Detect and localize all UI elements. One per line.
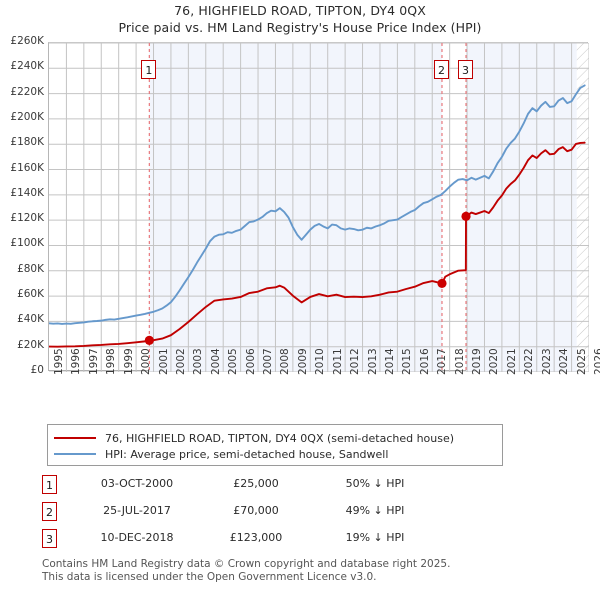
x-axis-tick-label: 2000 [140, 348, 153, 375]
callout-box-2: 2 [433, 60, 449, 79]
legend-label-hpi: HPI: Average price, semi-detached house,… [105, 447, 389, 461]
callout-box-1: 1 [141, 60, 157, 79]
shaded-period-bands [149, 43, 577, 372]
footer-attribution: Contains HM Land Registry data © Crown c… [42, 558, 562, 583]
y-axis-tick-label: £140K [10, 186, 44, 199]
transaction-hpi-delta: 50% ↓ HPI [345, 477, 405, 490]
y-axis-tick-label: £60K [17, 288, 44, 301]
x-axis-tick-label: 2011 [331, 348, 344, 375]
x-axis-tick-label: 2012 [349, 348, 362, 375]
chart-title-block: 76, HIGHFIELD ROAD, TIPTON, DY4 0QX Pric… [0, 2, 600, 36]
transaction-index-badge: 2 [42, 502, 57, 521]
footer-line-1: Contains HM Land Registry data © Crown c… [42, 558, 451, 570]
y-axis-tick-label: £160K [10, 161, 44, 174]
transaction-hpi-delta: 19% ↓ HPI [345, 531, 405, 544]
transaction-marker-dots [144, 211, 471, 345]
table-row: 3 10-DEC-2018 £123,000 19% ↓ HPI [42, 527, 462, 554]
transactions-table: 1 03-OCT-2000 £25,000 50% ↓ HPI 2 25-JUL-2017… [42, 473, 462, 554]
chart-canvas [49, 43, 589, 372]
y-axis-tick-label: £260K [10, 35, 44, 47]
y-axis-tick-label: £220K [10, 85, 44, 98]
transaction-price: £25,000 [233, 477, 279, 490]
y-axis-tick-label: £200K [10, 110, 44, 123]
x-axis-tick-label: 2002 [174, 348, 187, 375]
x-axis-tick-label: 2019 [471, 348, 484, 375]
x-axis-tick-label: 2016 [418, 348, 431, 375]
transaction-index-badge: 1 [42, 475, 57, 494]
x-axis-tick-label: 2006 [244, 348, 257, 375]
x-axis-tick-label: 2004 [209, 348, 222, 375]
x-axis-tick-label: 2018 [453, 348, 466, 375]
x-axis-tick-label: 2017 [436, 348, 449, 375]
y-axis-tick-label: £0 [30, 364, 44, 376]
x-axis-tick-label: 2009 [296, 348, 309, 375]
x-axis-tick-label: 2003 [192, 348, 205, 375]
y-axis-tick-label: £40K [17, 313, 44, 326]
x-axis-tick-label: 2021 [505, 348, 518, 375]
x-axis-tick-label: 1999 [122, 348, 135, 375]
y-axis-tick-label: £120K [10, 212, 44, 225]
y-axis-tick-label: £20K [17, 338, 44, 351]
x-axis-tick-label: 1998 [105, 348, 118, 375]
table-row: 2 25-JUL-2017 £70,000 49% ↓ HPI [42, 500, 462, 527]
x-axis-tick-label: 2025 [575, 348, 588, 375]
x-axis-tick-label: 2026 [593, 348, 600, 375]
future-period-hatch [576, 43, 589, 372]
x-axis-tick-label: 2024 [558, 348, 571, 375]
x-axis-tick-label: 1995 [53, 348, 65, 375]
transaction-price: £70,000 [233, 504, 279, 517]
x-axis-tick-label: 2001 [157, 348, 170, 375]
transaction-date: 03-OCT-2000 [100, 477, 174, 490]
callout-box-3: 3 [458, 60, 474, 79]
series-lines [49, 84, 586, 348]
y-axis-tick-label: £180K [10, 136, 44, 149]
transaction-date: 25-JUL-2017 [103, 504, 171, 517]
x-axis-tick-label: 2014 [383, 348, 396, 375]
transaction-marker-lines [148, 43, 467, 372]
x-axis-tick-label: 2022 [523, 348, 536, 375]
legend-swatch-hpi [54, 453, 96, 455]
y-axis-tick-label: £100K [10, 237, 44, 250]
footer-line-2: This data is licensed under the Open Gov… [42, 570, 377, 583]
transaction-hpi-delta: 49% ↓ HPI [345, 504, 405, 517]
legend-item-hpi: HPI: Average price, semi-detached house,… [54, 446, 502, 462]
x-axis-tick-label: 2010 [314, 348, 327, 375]
transaction-price: £123,000 [229, 531, 283, 544]
plot-area [48, 42, 589, 372]
x-axis-tick-label: 2015 [401, 348, 414, 375]
transaction-date: 10-DEC-2018 [100, 531, 174, 544]
transaction-index-badge: 3 [42, 529, 57, 548]
table-row: 1 03-OCT-2000 £25,000 50% ↓ HPI [42, 473, 462, 500]
page-subtitle: Price paid vs. HM Land Registry's House … [118, 20, 482, 35]
x-axis-tick-label: 2007 [262, 348, 275, 375]
x-axis-tick-label: 2023 [540, 348, 553, 375]
gridlines [49, 43, 589, 372]
page-title: 76, HIGHFIELD ROAD, TIPTON, DY4 0QX [174, 3, 426, 18]
legend-item-property: 76, HIGHFIELD ROAD, TIPTON, DY4 0QX (sem… [54, 430, 502, 446]
x-axis-tick-label: 1997 [87, 348, 100, 375]
chart-legend: 76, HIGHFIELD ROAD, TIPTON, DY4 0QX (sem… [47, 424, 503, 466]
legend-swatch-property [54, 437, 96, 439]
x-axis-tick-label: 2005 [227, 348, 240, 375]
y-axis-tick-label: £240K [10, 60, 44, 73]
x-axis-tick-label: 1996 [70, 348, 83, 375]
legend-label-property: 76, HIGHFIELD ROAD, TIPTON, DY4 0QX (sem… [105, 431, 455, 445]
x-axis-tick-label: 2020 [488, 348, 501, 375]
x-axis-tick-label: 2013 [366, 348, 379, 375]
y-axis-tick-label: £80K [17, 262, 44, 275]
x-axis-tick-label: 2008 [279, 348, 292, 375]
